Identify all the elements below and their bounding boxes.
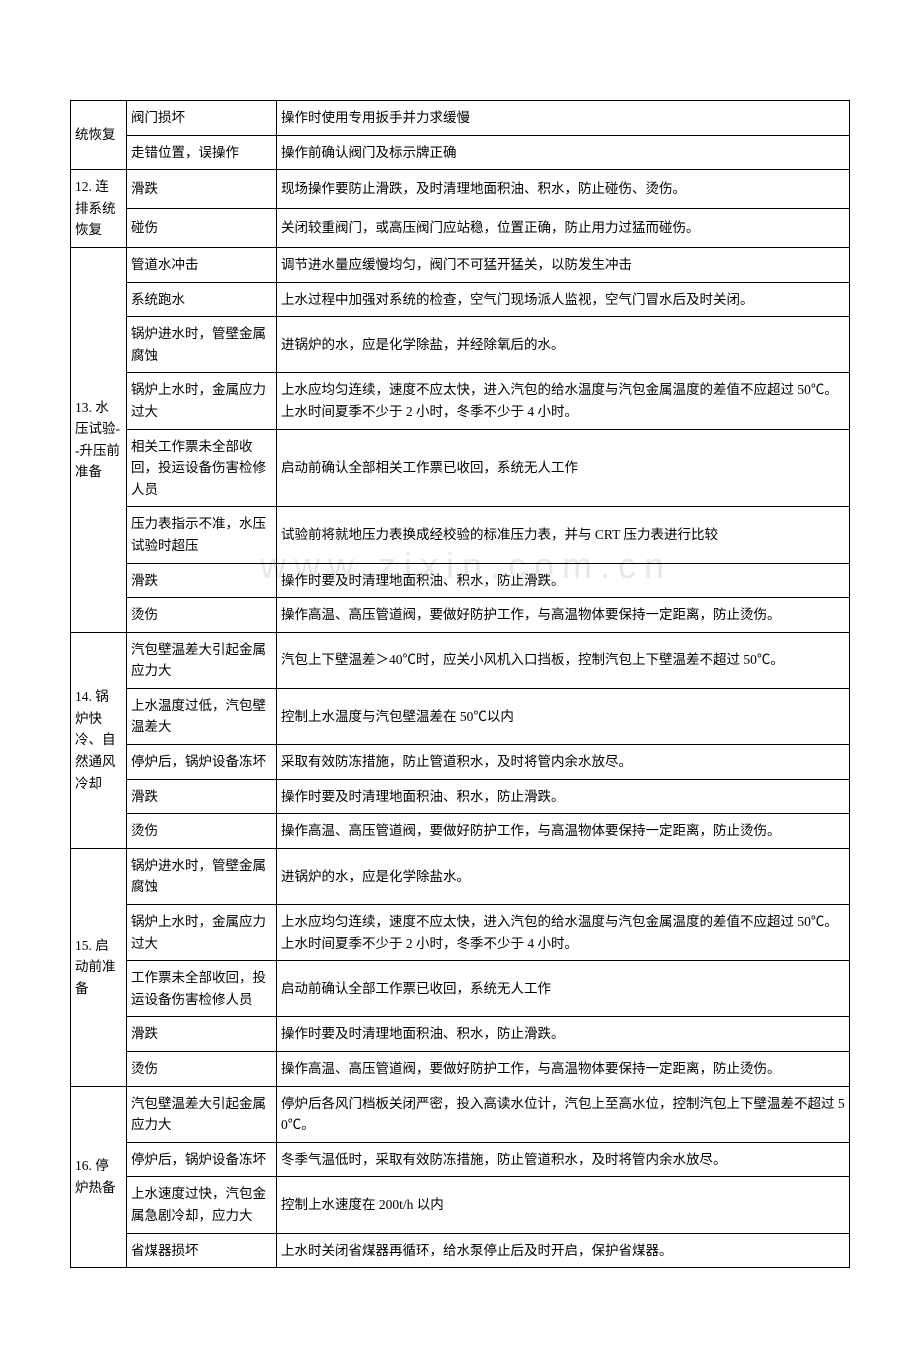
table-row: 15. 启动前准备锅炉进水时，管壁金属腐蚀进锅炉的水，应是化学除盐水。	[71, 848, 850, 904]
measure-cell: 操作高温、高压管道阀，要做好防护工作，与高温物体要保持一定距离，防止烫伤。	[277, 598, 850, 633]
hazard-table: 统恢复阀门损坏操作时使用专用扳手并力求缓慢走错位置，误操作操作前确认阀门及标示牌…	[70, 100, 850, 1268]
hazard-cell: 滑跌	[127, 1017, 277, 1052]
hazard-cell: 滑跌	[127, 170, 277, 209]
table-row: 相关工作票未全部收回，投运设备伤害检修人员启动前确认全部相关工作票已收回，系统无…	[71, 429, 850, 507]
table-row: 烫伤操作高温、高压管道阀，要做好防护工作，与高温物体要保持一定距离，防止烫伤。	[71, 814, 850, 849]
table-row: 16. 停炉热备汽包壁温差大引起金属应力大停炉后各风门档板关闭严密，投入高读水位…	[71, 1086, 850, 1142]
section-cell: 统恢复	[71, 101, 127, 170]
measure-cell: 操作时使用专用扳手并力求缓慢	[277, 101, 850, 136]
hazard-cell: 阀门损坏	[127, 101, 277, 136]
table-row: 停炉后，锅炉设备冻坏冬季气温低时，采取有效防冻措施，防止管道积水，及时将管内余水…	[71, 1142, 850, 1177]
hazard-cell: 汽包壁温差大引起金属应力大	[127, 632, 277, 688]
measure-cell: 进锅炉的水，应是化学除盐，并经除氧后的水。	[277, 317, 850, 373]
measure-cell: 操作时要及时清理地面积油、积水，防止滑跌。	[277, 563, 850, 598]
measure-cell: 停炉后各风门档板关闭严密，投入高读水位计，汽包上至高水位，控制汽包上下壁温差不超…	[277, 1086, 850, 1142]
hazard-cell: 工作票未全部收回，投运设备伤害检修人员	[127, 961, 277, 1017]
table-row: 锅炉上水时，金属应力过大上水应均匀连续，速度不应太快，进入汽包的给水温度与汽包金…	[71, 905, 850, 961]
measure-cell: 进锅炉的水，应是化学除盐水。	[277, 848, 850, 904]
measure-cell: 调节进水量应缓慢均匀，阀门不可猛开猛关，以防发生冲击	[277, 247, 850, 282]
table-row: 工作票未全部收回，投运设备伤害检修人员启动前确认全部工作票已收回，系统无人工作	[71, 961, 850, 1017]
table-row: 上水温度过低，汽包壁温差大控制上水温度与汽包壁温差在 50℃以内	[71, 688, 850, 744]
measure-cell: 关闭较重阀门，或高压阀门应站稳，位置正确，防止用力过猛而碰伤。	[277, 209, 850, 248]
measure-cell: 启动前确认全部相关工作票已收回，系统无人工作	[277, 429, 850, 507]
measure-cell: 上水应均匀连续，速度不应太快，进入汽包的给水温度与汽包金属温度的差值不应超过 5…	[277, 905, 850, 961]
hazard-cell: 省煤器损坏	[127, 1233, 277, 1268]
hazard-cell: 滑跌	[127, 779, 277, 814]
measure-cell: 操作高温、高压管道阀，要做好防护工作，与高温物体要保持一定距离，防止烫伤。	[277, 814, 850, 849]
table-row: 烫伤操作高温、高压管道阀，要做好防护工作，与高温物体要保持一定距离，防止烫伤。	[71, 598, 850, 633]
measure-cell: 上水过程中加强对系统的检查，空气门现场派人监视，空气门冒水后及时关闭。	[277, 282, 850, 317]
measure-cell: 操作高温、高压管道阀，要做好防护工作，与高温物体要保持一定距离，防止烫伤。	[277, 1052, 850, 1087]
measure-cell: 上水应均匀连续，速度不应太快，进入汽包的给水温度与汽包金属温度的差值不应超过 5…	[277, 373, 850, 429]
measure-cell: 操作时要及时清理地面积油、积水，防止滑跌。	[277, 779, 850, 814]
section-cell: 14. 锅炉快冷、自然通风冷却	[71, 632, 127, 848]
table-row: 锅炉上水时，金属应力过大上水应均匀连续，速度不应太快，进入汽包的给水温度与汽包金…	[71, 373, 850, 429]
table-row: 上水速度过快，汽包金属急剧冷却，应力大控制上水速度在 200t/h 以内	[71, 1177, 850, 1233]
table-row: 滑跌操作时要及时清理地面积油、积水，防止滑跌。	[71, 563, 850, 598]
hazard-cell: 压力表指示不准，水压试验时超压	[127, 507, 277, 563]
hazard-cell: 烫伤	[127, 814, 277, 849]
hazard-cell: 管道水冲击	[127, 247, 277, 282]
hazard-cell: 锅炉上水时，金属应力过大	[127, 373, 277, 429]
table-row: 走错位置，误操作操作前确认阀门及标示牌正确	[71, 135, 850, 170]
section-cell: 12. 连排系统恢复	[71, 170, 127, 248]
section-cell: 13. 水压试验--升压前准备	[71, 247, 127, 632]
hazard-cell: 锅炉进水时，管壁金属腐蚀	[127, 848, 277, 904]
table-row: 14. 锅炉快冷、自然通风冷却汽包壁温差大引起金属应力大汽包上下壁温差＞40℃时…	[71, 632, 850, 688]
measure-cell: 启动前确认全部工作票已收回，系统无人工作	[277, 961, 850, 1017]
hazard-cell: 走错位置，误操作	[127, 135, 277, 170]
table-row: 13. 水压试验--升压前准备管道水冲击调节进水量应缓慢均匀，阀门不可猛开猛关，…	[71, 247, 850, 282]
hazard-cell: 停炉后，锅炉设备冻坏	[127, 1142, 277, 1177]
hazard-cell: 相关工作票未全部收回，投运设备伤害检修人员	[127, 429, 277, 507]
hazard-cell: 停炉后，锅炉设备冻坏	[127, 745, 277, 780]
table-row: 省煤器损坏上水时关闭省煤器再循环，给水泵停止后及时开启，保护省煤器。	[71, 1233, 850, 1268]
measure-cell: 采取有效防冻措施，防止管道积水，及时将管内余水放尽。	[277, 745, 850, 780]
table-row: 锅炉进水时，管壁金属腐蚀进锅炉的水，应是化学除盐，并经除氧后的水。	[71, 317, 850, 373]
measure-cell: 上水时关闭省煤器再循环，给水泵停止后及时开启，保护省煤器。	[277, 1233, 850, 1268]
table-row: 碰伤关闭较重阀门，或高压阀门应站稳，位置正确，防止用力过猛而碰伤。	[71, 209, 850, 248]
table-row: 滑跌操作时要及时清理地面积油、积水，防止滑跌。	[71, 779, 850, 814]
table-row: 统恢复阀门损坏操作时使用专用扳手并力求缓慢	[71, 101, 850, 136]
hazard-cell: 汽包壁温差大引起金属应力大	[127, 1086, 277, 1142]
hazard-cell: 上水速度过快，汽包金属急剧冷却，应力大	[127, 1177, 277, 1233]
measure-cell: 操作时要及时清理地面积油、积水，防止滑跌。	[277, 1017, 850, 1052]
hazard-cell: 滑跌	[127, 563, 277, 598]
table-row: 系统跑水上水过程中加强对系统的检查，空气门现场派人监视，空气门冒水后及时关闭。	[71, 282, 850, 317]
measure-cell: 试验前将就地压力表换成经校验的标准压力表，并与 CRT 压力表进行比较	[277, 507, 850, 563]
hazard-cell: 碰伤	[127, 209, 277, 248]
hazard-cell: 系统跑水	[127, 282, 277, 317]
table-row: 12. 连排系统恢复滑跌现场操作要防止滑跌，及时清理地面积油、积水，防止碰伤、烫…	[71, 170, 850, 209]
hazard-cell: 烫伤	[127, 598, 277, 633]
section-cell: 15. 启动前准备	[71, 848, 127, 1086]
measure-cell: 汽包上下壁温差＞40℃时，应关小风机入口挡板，控制汽包上下壁温差不超过 50℃。	[277, 632, 850, 688]
hazard-cell: 烫伤	[127, 1052, 277, 1087]
measure-cell: 冬季气温低时，采取有效防冻措施，防止管道积水，及时将管内余水放尽。	[277, 1142, 850, 1177]
measure-cell: 现场操作要防止滑跌，及时清理地面积油、积水，防止碰伤、烫伤。	[277, 170, 850, 209]
table-row: 滑跌操作时要及时清理地面积油、积水，防止滑跌。	[71, 1017, 850, 1052]
measure-cell: 控制上水速度在 200t/h 以内	[277, 1177, 850, 1233]
table-row: 烫伤操作高温、高压管道阀，要做好防护工作，与高温物体要保持一定距离，防止烫伤。	[71, 1052, 850, 1087]
hazard-cell: 上水温度过低，汽包壁温差大	[127, 688, 277, 744]
measure-cell: 控制上水温度与汽包壁温差在 50℃以内	[277, 688, 850, 744]
table-row: 停炉后，锅炉设备冻坏采取有效防冻措施，防止管道积水，及时将管内余水放尽。	[71, 745, 850, 780]
table-row: 压力表指示不准，水压试验时超压试验前将就地压力表换成经校验的标准压力表，并与 C…	[71, 507, 850, 563]
section-cell: 16. 停炉热备	[71, 1086, 127, 1268]
measure-cell: 操作前确认阀门及标示牌正确	[277, 135, 850, 170]
hazard-cell: 锅炉进水时，管壁金属腐蚀	[127, 317, 277, 373]
hazard-cell: 锅炉上水时，金属应力过大	[127, 905, 277, 961]
